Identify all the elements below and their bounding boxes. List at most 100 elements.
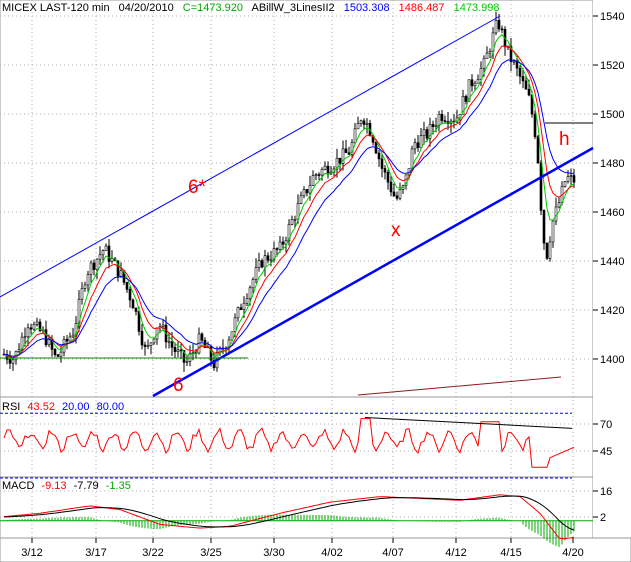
date-tick-label: 3/17	[85, 547, 106, 559]
candle-body	[431, 124, 435, 127]
candle-body	[170, 341, 174, 348]
candle-body	[266, 255, 270, 261]
candle-body	[488, 51, 492, 54]
date-tick-label: 4/12	[445, 547, 466, 559]
candle-body	[173, 347, 177, 352]
candle-body	[392, 191, 396, 197]
price-tick-label: 1460	[600, 207, 624, 219]
red-line	[3, 45, 575, 358]
blue-line	[3, 59, 575, 357]
macd-signal-line	[4, 495, 575, 531]
candle-body	[326, 165, 330, 175]
price-tick-label: 1520	[600, 60, 624, 72]
candle-body	[131, 299, 135, 309]
lower-trend-line	[152, 146, 594, 398]
candle-body	[395, 195, 399, 199]
candle-body	[353, 128, 357, 144]
candle-body	[437, 114, 441, 126]
candle-body	[356, 123, 360, 130]
date-axis-area	[0, 537, 631, 562]
candle-body	[371, 135, 375, 143]
candle-body	[320, 169, 324, 176]
rsi-line	[3, 418, 575, 468]
candle-body	[365, 123, 369, 125]
rsi-trend-line	[364, 417, 573, 429]
axis-layer: 1400 1420 1440 1460 1480 1500 1520 1540 3/12 3/17…	[21, 11, 624, 559]
candle-body	[500, 28, 504, 31]
candle-body	[275, 248, 279, 250]
green-line	[3, 33, 575, 360]
candle-body	[470, 79, 474, 87]
candle-body	[482, 58, 486, 69]
candle-body	[413, 142, 417, 150]
candle-body	[233, 317, 237, 333]
candle-body	[119, 270, 123, 277]
candle-body	[152, 338, 156, 344]
candle-body	[269, 259, 273, 262]
candle-body	[290, 219, 294, 225]
candle-body	[317, 174, 321, 176]
candle-body	[26, 327, 30, 338]
candle-body	[299, 195, 303, 204]
candle-body	[389, 181, 393, 193]
rsi-legend-high: 80.00	[97, 401, 125, 413]
header-indicator: ABillW_3LinesII2	[251, 2, 334, 14]
guide-layer	[0, 412, 593, 522]
candle-body	[242, 302, 246, 310]
rsi-legend-low: 20.00	[62, 401, 90, 413]
candle-body	[542, 210, 546, 244]
candle-body	[251, 279, 255, 289]
candle-body	[89, 262, 93, 276]
candle-body	[44, 329, 48, 346]
candle-body	[566, 176, 570, 182]
date-tick-label: 4/15	[500, 547, 521, 559]
candle-body	[308, 185, 312, 194]
candle-body	[191, 352, 195, 354]
candle-body	[473, 82, 477, 87]
candle-body	[440, 114, 444, 121]
macd-tick-label: 2	[600, 512, 606, 524]
candle-body	[416, 142, 420, 149]
macd-layer	[3, 494, 575, 548]
price-tick-label: 1440	[600, 256, 624, 268]
candle-body	[230, 331, 234, 341]
date-tick-label: 3/30	[263, 547, 284, 559]
candle-body	[140, 330, 144, 346]
candle-body	[323, 165, 327, 170]
candle-body	[257, 260, 261, 268]
candle-body	[302, 189, 306, 197]
candle-body	[341, 148, 345, 164]
candle-body	[146, 345, 150, 347]
header-green-value: 1473.998	[454, 2, 500, 14]
candle-body	[200, 333, 204, 341]
candle-body	[149, 342, 153, 346]
candle-body	[254, 267, 258, 280]
upper-channel-line	[0, 15, 501, 298]
date-tick-label: 3/22	[142, 547, 163, 559]
macd-legend: MACD -9.13 -7.79 -1.35	[2, 480, 131, 492]
candle-body	[107, 245, 111, 262]
candle-body	[29, 327, 33, 330]
candle-body	[434, 125, 438, 127]
candle-body	[110, 258, 114, 262]
candle-body	[572, 175, 576, 183]
candle-body	[260, 260, 264, 268]
candle-body	[143, 344, 147, 347]
candle-body	[188, 352, 192, 362]
price-panel	[0, 0, 594, 398]
rsi-panel	[0, 396, 594, 478]
candle-body	[422, 129, 426, 136]
candle-body	[380, 158, 384, 169]
candle-body	[527, 88, 531, 96]
date-tick-label: 4/20	[562, 547, 583, 559]
candle-body	[443, 120, 447, 122]
rsi-legend-value: 43.52	[27, 401, 55, 413]
header-date: 04/20/2010	[119, 2, 174, 14]
candle-body	[563, 181, 567, 187]
candle-body	[71, 334, 75, 338]
candle-body	[95, 258, 99, 270]
candle-body	[497, 20, 501, 30]
candle-body	[245, 298, 249, 304]
candle-body	[359, 120, 363, 124]
candle-body	[32, 324, 36, 330]
